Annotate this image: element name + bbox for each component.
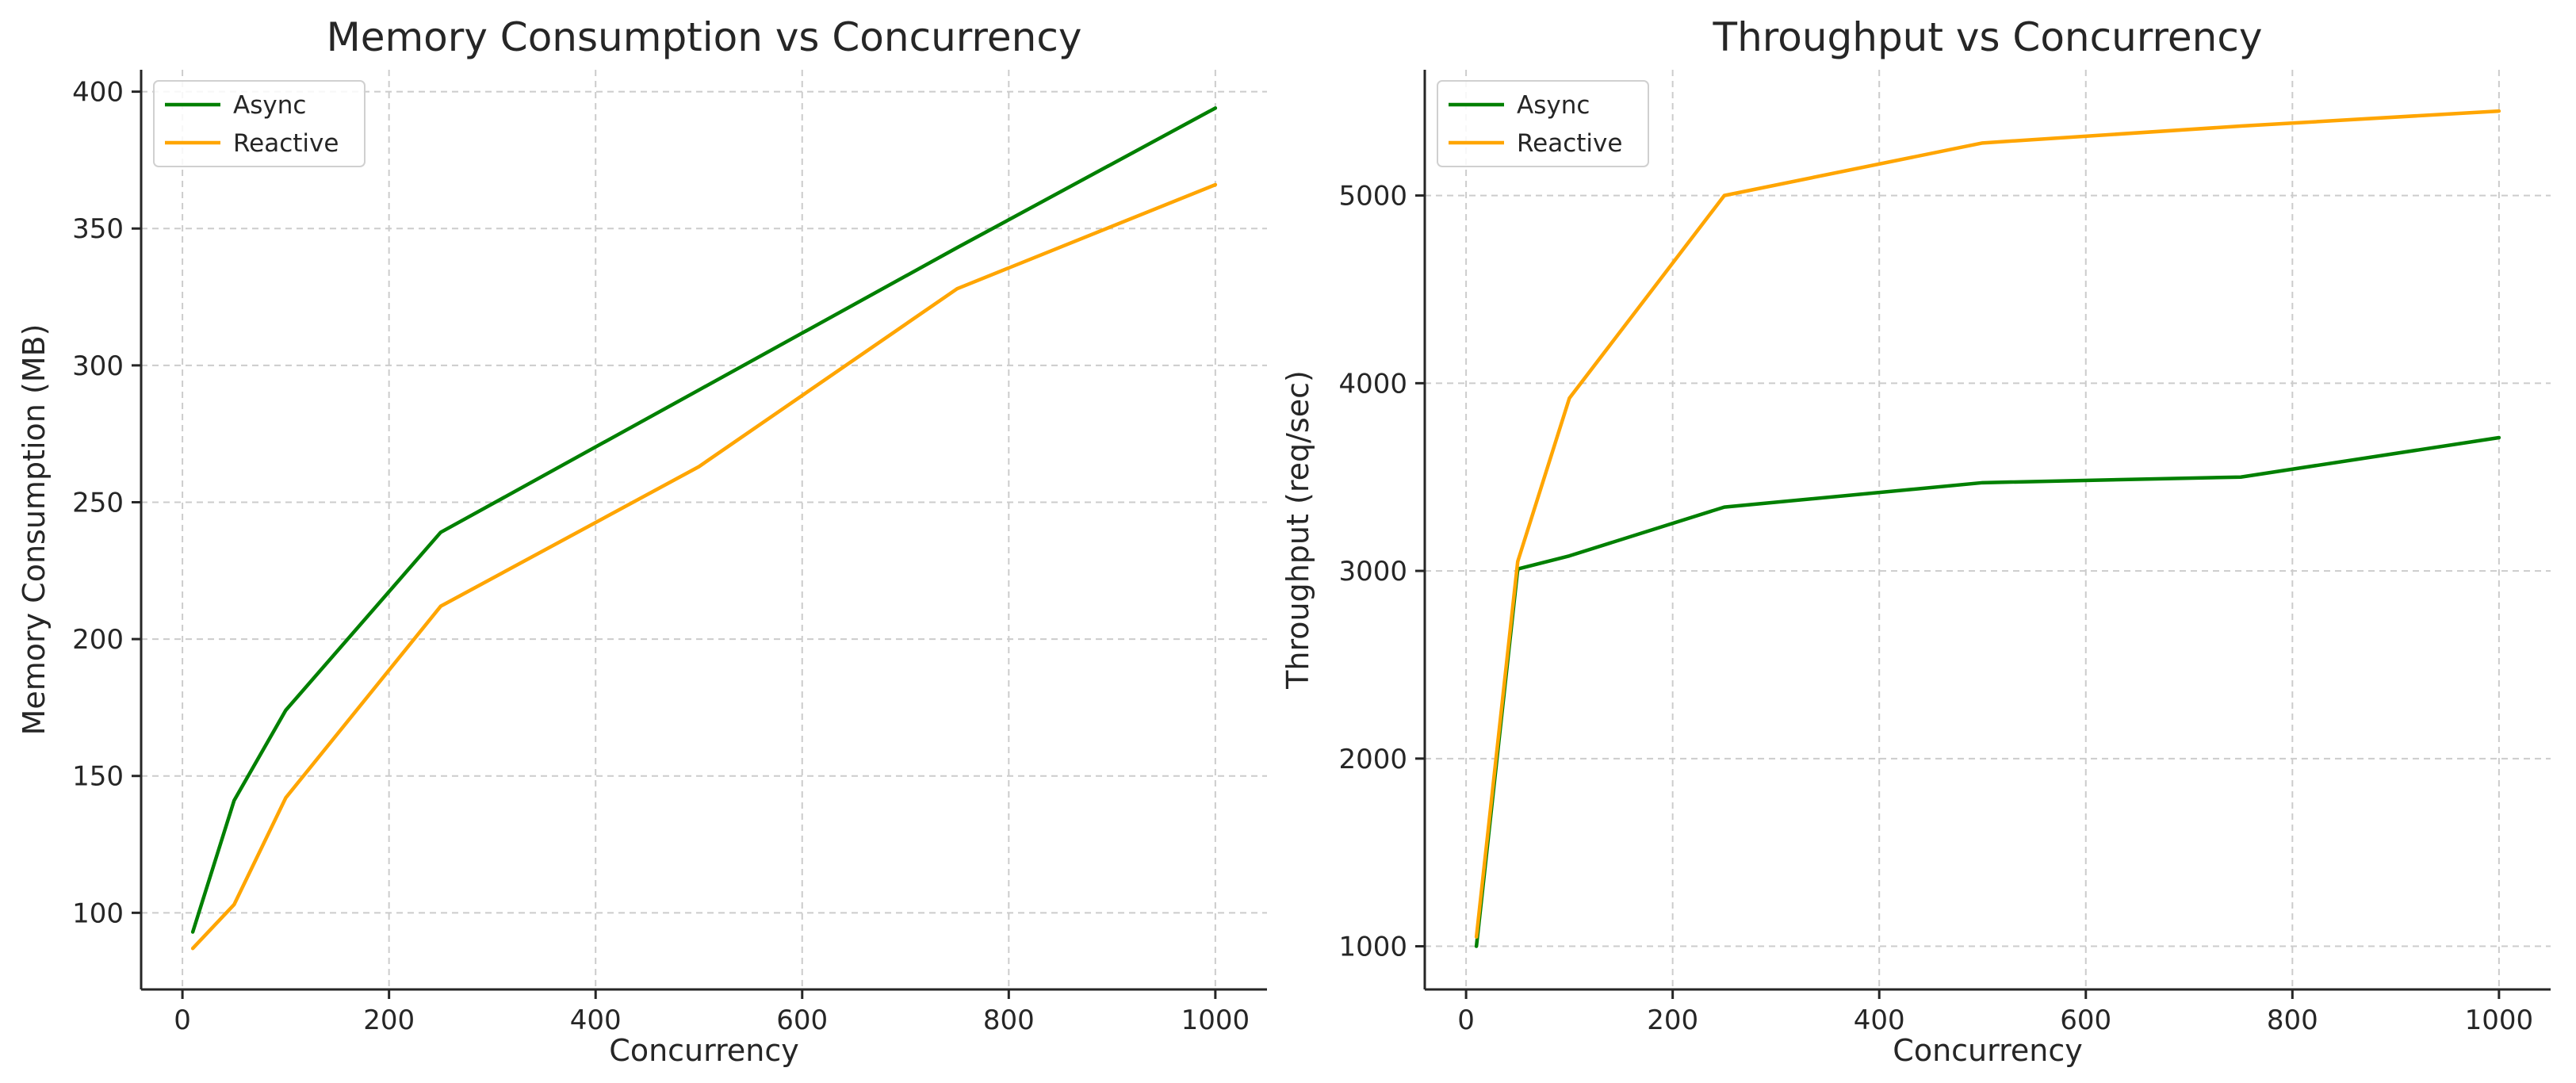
x-tick-label: 200 [1647,1005,1698,1036]
x-tick-label: 0 [174,1005,191,1036]
y-tick-label: 300 [72,350,124,382]
x-tick-label: 400 [1854,1005,1905,1036]
legend: Async Reactive [153,80,366,167]
chart-panel-2: 0 200 400 600 800 1000 1000 2000 3000 4000 5000 Thr… [1280,14,2551,1068]
y-tick-label: 200 [72,624,124,656]
legend-box [1437,80,1649,167]
y-tick-label: 250 [72,487,124,519]
x-tick-label: 1000 [2465,1005,2534,1036]
x-tick-label: 0 [1457,1005,1475,1036]
x-tick-label: 800 [983,1005,1035,1036]
y-tick-label: 350 [72,213,124,245]
x-tick-label: 400 [570,1005,622,1036]
legend-label-async: Async [1517,91,1590,120]
x-axis-label: Concurrency [609,1033,798,1068]
y-tick-label: 150 [72,761,124,793]
x-axis-label: Concurrency [1893,1033,2082,1068]
y-axis-label: Memory Consumption (MB) [17,324,52,736]
x-tick-label: 600 [2060,1005,2111,1036]
legend-label-reactive: Reactive [233,129,339,158]
legend-label-reactive: Reactive [1517,129,1622,158]
x-tick-label: 200 [363,1005,415,1036]
chart-panel-1: 0 200 400 600 800 1000 100 150 200 250 300 350 400 Me… [17,14,1267,1068]
y-tick-label: 400 [72,77,124,109]
chart-title: Throughput vs Concurrency [1713,14,2263,60]
legend-label-async: Async [233,91,306,120]
series-line-reactive [1474,109,2501,939]
y-tick-label: 3000 [1338,556,1407,587]
chart-title: Memory Consumption vs Concurrency [327,14,1082,60]
y-tick-label: 2000 [1338,744,1407,775]
y-tick-label: 1000 [1338,932,1407,963]
y-tick-label: 4000 [1338,368,1407,400]
x-tick-label: 1000 [1181,1005,1250,1036]
x-tick-label: 800 [2267,1005,2318,1036]
x-tick-label: 600 [776,1005,828,1036]
series-line-async [190,106,1218,934]
legend-box [153,80,366,167]
y-axis-label: Throughput (req/sec) [1280,370,1315,690]
y-tick-label: 100 [72,897,124,929]
y-tick-label: 5000 [1338,181,1407,212]
series-line-reactive [190,182,1218,951]
series-line-async [1474,435,2501,948]
legend: Async Reactive [1437,80,1649,167]
